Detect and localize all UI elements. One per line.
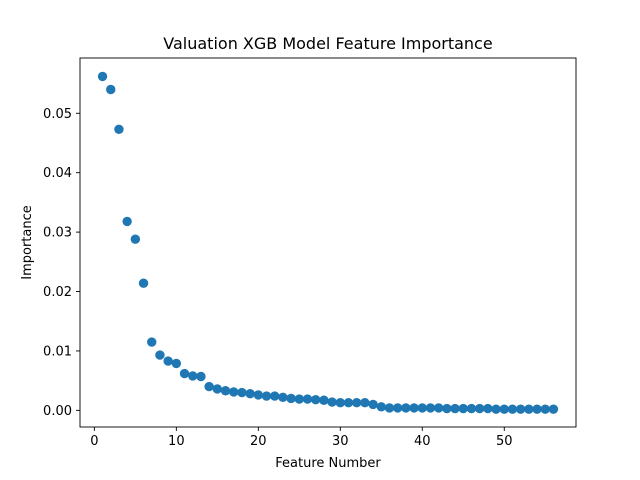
data-point	[179, 368, 190, 379]
data-point	[270, 391, 280, 401]
data-point	[319, 395, 329, 405]
data-point	[442, 403, 452, 414]
data-point	[335, 397, 345, 408]
data-point	[548, 404, 559, 414]
data-point	[327, 397, 337, 407]
data-point	[483, 403, 493, 414]
data-point	[466, 403, 477, 414]
data-point	[212, 384, 223, 394]
data-point	[343, 397, 354, 408]
data-point	[114, 124, 124, 135]
data-point	[532, 404, 542, 414]
data-point	[425, 403, 436, 413]
y-tick-label: 0.02	[43, 285, 72, 300]
data-point	[278, 392, 288, 402]
x-tick-label: 50	[496, 434, 513, 449]
y-tick-label: 0.03	[43, 226, 72, 241]
plot-frame	[79, 57, 577, 428]
data-point	[261, 391, 272, 401]
data-point	[491, 404, 501, 414]
data-point	[351, 397, 362, 408]
data-point	[237, 387, 247, 398]
data-point	[106, 84, 116, 95]
data-points	[97, 71, 559, 414]
data-point	[540, 404, 550, 414]
data-point	[147, 337, 157, 347]
x-axis-label: Feature Number	[275, 456, 381, 471]
x-tick-label: 0	[90, 434, 98, 449]
data-point	[515, 404, 526, 414]
data-point	[294, 394, 305, 404]
data-point	[138, 278, 149, 288]
y-tick-label: 0.00	[43, 404, 72, 419]
x-tick-label: 40	[414, 434, 431, 449]
x-tick-label: 10	[168, 434, 185, 449]
data-point	[311, 394, 321, 405]
data-point	[499, 404, 509, 414]
chart-title: Valuation XGB Model Feature Importance	[163, 34, 492, 53]
x-tick-label: 20	[250, 434, 267, 449]
data-point	[171, 358, 182, 369]
data-point	[450, 403, 460, 414]
data-point	[253, 390, 264, 400]
data-point	[302, 394, 313, 404]
y-axis: 0.00 0.01 0.02 0.03 0.04 0.05	[43, 107, 80, 419]
data-point	[220, 386, 231, 396]
data-point	[229, 387, 239, 397]
data-point	[204, 381, 214, 392]
data-point	[392, 403, 403, 413]
data-point	[130, 234, 141, 244]
data-point	[433, 403, 444, 413]
data-point	[376, 402, 386, 412]
data-point	[417, 403, 427, 413]
data-point	[97, 71, 108, 82]
data-point	[188, 371, 198, 381]
data-point	[286, 393, 296, 404]
x-axis: 0 10 20 30 40 50	[90, 427, 513, 449]
data-point	[474, 403, 485, 414]
data-point	[360, 397, 370, 408]
data-point	[524, 404, 534, 414]
data-point	[368, 399, 378, 410]
data-point	[507, 404, 518, 414]
data-point	[245, 389, 255, 399]
data-point	[409, 403, 419, 413]
x-tick-label: 30	[332, 434, 349, 449]
data-point	[384, 403, 395, 413]
data-point	[122, 216, 132, 227]
data-point	[401, 403, 411, 413]
data-point	[163, 356, 173, 366]
data-point	[196, 371, 206, 382]
y-tick-label: 0.05	[43, 107, 72, 122]
y-tick-label: 0.01	[43, 344, 72, 359]
y-tick-label: 0.04	[43, 166, 72, 181]
data-point	[458, 403, 468, 414]
y-axis-label: Importance	[20, 205, 35, 280]
data-point	[155, 350, 165, 360]
